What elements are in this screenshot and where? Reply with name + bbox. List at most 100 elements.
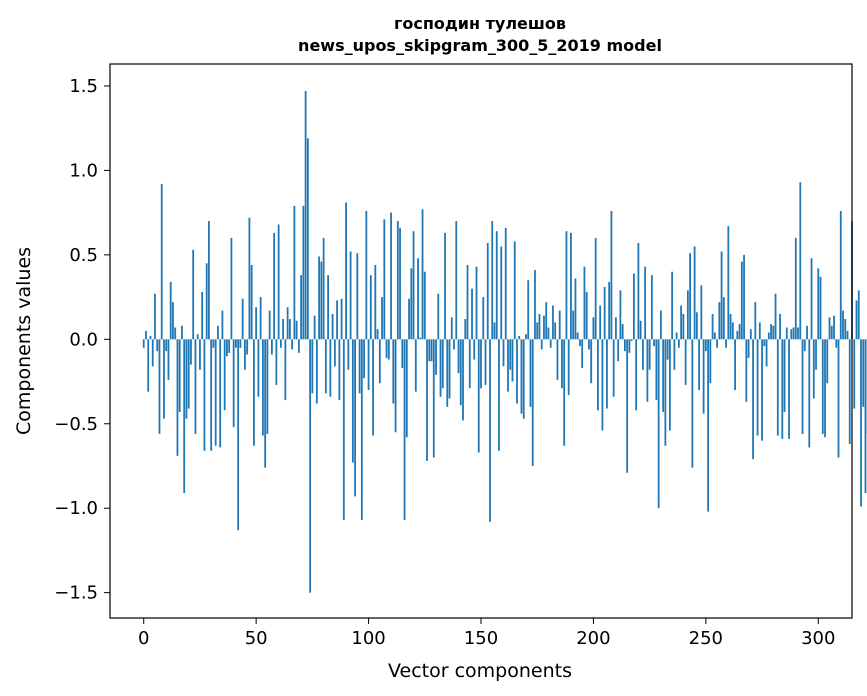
bar-86 [336,300,338,340]
bar-196 [583,266,586,340]
bar-212 [619,290,622,340]
bar-271 [752,339,754,460]
bar-223 [644,266,647,340]
bar-296 [808,339,811,448]
bar-250 [704,339,707,352]
bar-256 [718,302,721,340]
bar-174 [534,270,536,340]
bar-46 [246,339,249,355]
bar-179 [545,302,548,340]
bar-87 [338,339,341,401]
bar-139 [455,221,458,340]
bar-10 [165,339,168,352]
bar-215 [626,339,629,473]
bar-169 [522,339,525,419]
bar-273 [756,339,759,436]
bar-151 [482,297,485,340]
bar-71 [302,205,305,340]
bar-321 [864,339,867,494]
bar-56 [268,310,271,340]
y-tick-label: −1.0 [54,498,98,519]
bar-122 [417,258,419,340]
x-axis: 0 50 100 150 200 250 300 [138,618,835,649]
bar-207 [608,281,611,340]
bar-311 [842,310,844,340]
bar-85 [333,339,336,367]
bar-60 [277,224,280,340]
bar-82 [327,275,329,340]
bar-251 [707,339,709,512]
bar-115 [401,339,404,369]
bar-128 [430,339,433,362]
bar-268 [745,339,748,402]
bar-234 [668,339,671,431]
x-tick-label: 150 [464,628,498,649]
bar-112 [394,339,397,433]
bar-39 [230,237,233,340]
x-axis-label: Vector components [388,660,572,682]
bar-13 [172,302,174,340]
bar-292 [799,182,802,340]
bar-68 [295,320,298,340]
bar-19 [185,339,188,419]
bar-34 [219,339,222,448]
bar-222 [641,339,644,370]
bar-191 [572,310,575,340]
bar-79 [320,261,323,340]
bar-317 [855,300,858,340]
bar-225 [648,339,651,370]
bar-155 [491,221,494,340]
bar-102 [372,339,374,436]
bar-16 [178,339,181,412]
bar-99 [365,210,368,340]
bar-278 [767,332,770,340]
bar-132 [439,339,442,397]
bar-290 [794,237,797,340]
bar-59 [275,339,278,385]
bar-92 [349,251,352,340]
bar-270 [749,329,752,340]
bar-214 [624,339,626,352]
bar-28 [205,263,208,340]
bar-199 [590,339,593,384]
bar-123 [419,337,422,340]
bar-261 [729,313,732,340]
bar-280 [772,325,775,340]
bar-14 [174,327,177,340]
bar-288 [790,329,793,340]
bar-8 [160,183,163,340]
bar-108 [385,339,388,358]
bar-305 [828,317,831,340]
bar-135 [446,339,449,407]
bar-2 [147,339,150,392]
bar-228 [655,339,658,401]
bar-72 [304,91,307,340]
bar-142 [462,339,464,421]
bar-219 [635,339,638,411]
bar-243 [689,253,692,340]
bar-107 [383,219,386,340]
bar-63 [284,339,287,401]
bar-114 [399,227,401,340]
bar-227 [653,339,656,347]
bar-131 [437,293,440,340]
bar-81 [324,339,327,394]
y-tick-label: 0.5 [69,245,98,266]
bar-248 [700,285,703,340]
bar-35 [221,310,224,340]
bar-26 [201,292,204,340]
y-tick-label: 0.0 [69,329,98,350]
x-tick-label: 250 [689,628,723,649]
bar-104 [376,329,379,340]
bar-312 [844,319,847,340]
bar-195 [581,339,584,369]
bar-162 [507,339,509,392]
bar-24 [196,334,199,340]
bar-31 [212,339,215,348]
bar-266 [740,261,743,340]
bar-181 [549,339,552,348]
bar-193 [576,332,579,340]
bar-160 [502,339,505,367]
bar-110 [390,212,392,340]
